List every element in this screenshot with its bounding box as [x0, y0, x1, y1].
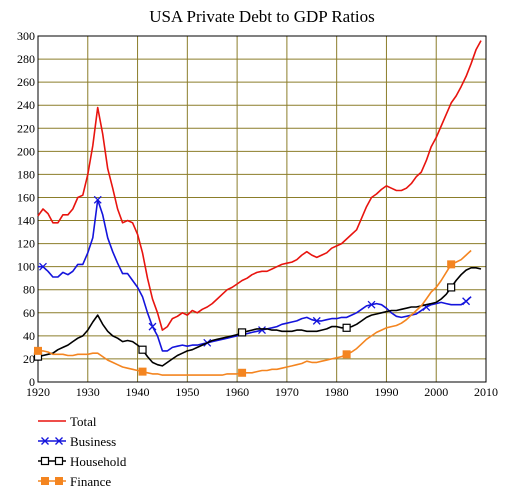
legend-label: Business	[70, 434, 116, 449]
data-point-business	[39, 262, 47, 271]
chart-title: USA Private Debt to GDP Ratios	[149, 7, 375, 26]
y-tick-label: 180	[17, 167, 35, 181]
x-tick-label: 2010	[474, 385, 498, 399]
legend-item-total: Total	[38, 414, 97, 429]
y-tick-label: 200	[17, 144, 35, 158]
series-line-household	[37, 267, 482, 367]
x-tick-label: 1980	[325, 385, 349, 399]
x-tick-label: 1920	[26, 385, 50, 399]
x-tick-label: 1940	[126, 385, 150, 399]
legend-item-finance: Finance	[38, 474, 111, 489]
y-tick-label: 20	[23, 352, 35, 366]
series-line-finance	[38, 249, 472, 376]
legend-label: Total	[70, 414, 97, 429]
legend-marker	[54, 456, 64, 466]
data-point-household	[237, 328, 247, 337]
y-tick-label: 240	[17, 98, 35, 112]
y-tick-label: 260	[17, 75, 35, 89]
data-point-finance	[34, 346, 42, 355]
y-tick-label: 300	[17, 29, 35, 43]
x-tick-label: 2000	[424, 385, 448, 399]
legend: Total Business Household Finance	[38, 414, 127, 489]
x-tick-label: 1990	[374, 385, 398, 399]
plot-frame	[37, 35, 487, 383]
series-business	[38, 195, 472, 352]
series-line-business	[38, 199, 472, 352]
x-tick-label: 1960	[225, 385, 249, 399]
data-point-finance	[138, 367, 147, 376]
legend-marker	[55, 477, 63, 485]
legend-item-household: Household	[38, 454, 127, 469]
axes: 1920 1930 1940 1950 1960 1970 1980 1990 2000 2010…	[17, 29, 498, 399]
series-household	[33, 267, 482, 367]
legend-marker	[41, 477, 49, 485]
legend-label: Household	[70, 454, 127, 469]
series-total	[37, 40, 482, 331]
y-tick-label: 0	[29, 375, 35, 389]
grid	[37, 35, 487, 383]
data-point-business	[258, 326, 266, 335]
y-tick-label: 280	[17, 52, 35, 66]
data-point-finance	[447, 260, 456, 269]
legend-label: Finance	[70, 474, 111, 489]
data-point-household	[447, 283, 456, 292]
series-line-total	[37, 40, 482, 331]
y-tick-label: 100	[17, 260, 35, 274]
series-finance	[34, 249, 472, 377]
legend-marker	[41, 437, 49, 445]
data-point-finance	[238, 368, 247, 377]
y-tick-label: 120	[17, 237, 35, 251]
y-tick-label: 40	[23, 329, 35, 343]
legend-marker	[40, 456, 50, 466]
data-point-business	[93, 195, 102, 204]
data-point-business	[367, 300, 376, 309]
legend-item-business: Business	[38, 434, 116, 449]
data-point-household	[342, 323, 351, 332]
data-point-household	[138, 345, 147, 354]
x-tick-label: 1950	[175, 385, 199, 399]
y-tick-label: 60	[23, 306, 35, 320]
data-point-business	[462, 297, 471, 306]
data-point-business	[312, 316, 321, 325]
y-tick-label: 80	[23, 283, 35, 297]
x-tick-label: 1970	[275, 385, 299, 399]
y-tick-label: 160	[17, 190, 35, 204]
series-layer	[33, 40, 482, 377]
y-tick-label: 140	[17, 214, 35, 228]
y-tick-label: 220	[17, 121, 35, 135]
legend-marker	[55, 437, 63, 445]
data-point-business	[148, 322, 157, 331]
x-tick-label: 1930	[76, 385, 100, 399]
data-point-finance	[342, 350, 351, 359]
